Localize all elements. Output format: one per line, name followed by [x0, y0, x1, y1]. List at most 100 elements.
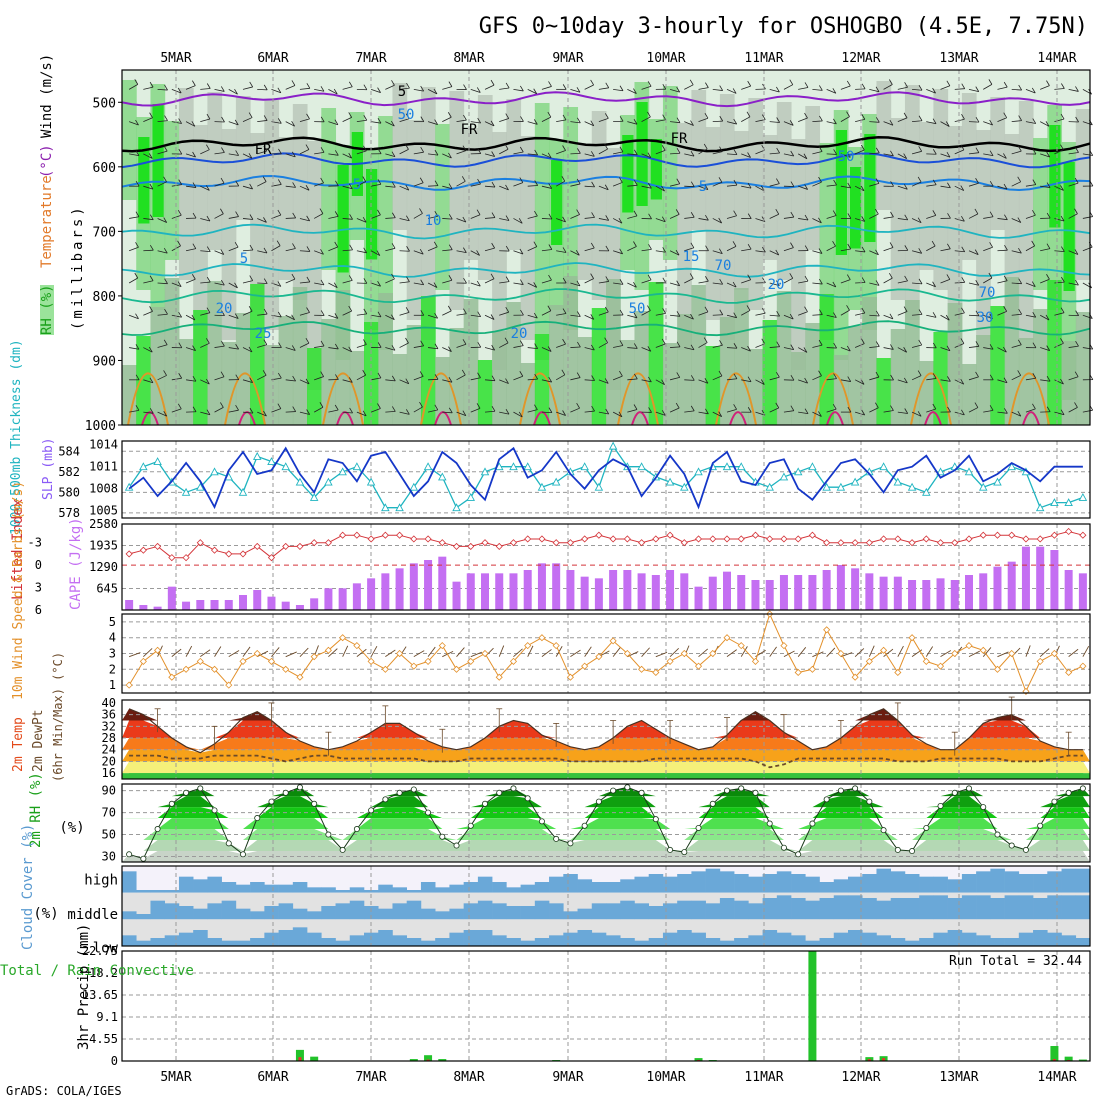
wind-barb-10m: [783, 650, 795, 658]
cloud-bar-high: [207, 876, 222, 893]
wind-barb: [968, 182, 979, 187]
wind-barb: [826, 215, 837, 219]
cloud-bar-low: [904, 940, 920, 946]
wind-barb-flag: [947, 182, 951, 188]
wind-barb-10m: [769, 646, 777, 657]
wind-barb: [712, 181, 723, 187]
wind-barb-flag: [561, 369, 566, 376]
wind-barb: [257, 344, 267, 348]
wind-barb: [285, 347, 296, 351]
cloud-bar-low: [776, 932, 792, 946]
cape-bar: [452, 581, 461, 610]
precip-ytick: 13.65: [82, 988, 118, 1002]
cape-bar: [509, 573, 518, 610]
cloud-bar-high: [819, 882, 835, 893]
cloud-frame: [121, 865, 1091, 947]
wind-barb-flag: [647, 305, 651, 311]
wind-barb-flag: [348, 112, 353, 118]
thickness-point: [922, 487, 931, 496]
wind-barb-flag: [604, 306, 609, 313]
cloud-bar-middle: [776, 895, 792, 920]
wind-barb: [171, 314, 182, 318]
wind-barb: [186, 379, 197, 382]
wind-barb-flag: [148, 153, 153, 159]
thickness-point: [1035, 503, 1045, 512]
cloud-bar-low: [833, 932, 849, 946]
wind-barb-flag: [221, 340, 225, 347]
contour-label: 50: [838, 149, 855, 165]
wind-barb: [968, 250, 979, 256]
wind-barb-flag: [690, 313, 694, 320]
contour-label: 30: [977, 310, 994, 326]
cloud-bar-high: [492, 882, 507, 893]
wind-barb: [826, 314, 837, 318]
wind-barb: [299, 149, 310, 155]
wind-barb-flag: [348, 275, 353, 281]
wind-barb-flag: [349, 407, 353, 414]
wind-barb-flag: [164, 278, 168, 284]
lifted-point: [1079, 531, 1087, 539]
rh-shade-column: [719, 94, 735, 340]
wind-barb-10m: [214, 646, 222, 657]
wind-barb-flag: [989, 344, 994, 350]
wind-barb-flag: [263, 145, 268, 152]
wind-barb: [513, 411, 523, 418]
wind-barb-flag: [1032, 209, 1036, 216]
wind-barb: [342, 86, 353, 90]
wind-barb-flag: [206, 215, 211, 222]
wind-barb: [527, 89, 537, 95]
contour-label: FR: [671, 131, 688, 147]
wind-barb-flag: [875, 249, 879, 256]
cloud-bar-low: [620, 938, 635, 946]
wind-barb: [1082, 314, 1093, 319]
wind-barb: [926, 314, 937, 318]
precip-convective-bar: [426, 1059, 430, 1061]
wind-barb-10m: [200, 649, 211, 658]
wind-barb-flag: [292, 182, 296, 188]
wind-barb-flag: [576, 178, 581, 185]
wind-barb: [912, 88, 923, 91]
wind-barb: [812, 88, 823, 91]
wind-speed-point: [495, 673, 503, 681]
lifted-ytick: -3: [28, 536, 42, 550]
wind-barb: [442, 185, 453, 189]
wind-barb: [1054, 88, 1065, 90]
thickness-point: [252, 451, 262, 460]
cape-bar: [224, 600, 233, 610]
wind-barb: [670, 121, 681, 124]
wind-barb: [556, 218, 566, 223]
precip-ytick: 0: [111, 1054, 118, 1068]
wind-barb-flag: [661, 410, 666, 416]
thickness-point: [338, 467, 347, 476]
thickness-point: [196, 482, 205, 491]
wind-barb-flag: [1046, 274, 1050, 280]
wind-barb: [128, 314, 139, 320]
thickness-ytick: 578: [58, 506, 80, 520]
wind-barb-flag: [946, 80, 951, 86]
wind-barb: [399, 250, 410, 252]
wind-barb-10m: [982, 647, 992, 657]
thickness-point: [1078, 493, 1088, 501]
wind-barb: [541, 347, 552, 352]
cloud-bar-middle: [990, 898, 1005, 920]
rh-low-cell: [492, 331, 507, 425]
wind-barb-flag: [932, 210, 937, 216]
wind-barb-10m: [385, 649, 396, 658]
cloud-bar-low: [876, 935, 892, 946]
wind-barb-flag: [363, 115, 368, 121]
lifted-point: [638, 539, 646, 547]
wind-barb-flag: [220, 177, 225, 184]
wind-barb: [299, 342, 310, 348]
wind-barb-flag: [178, 342, 183, 348]
temperature-contour-30: [1022, 411, 1040, 426]
cape-bar: [836, 565, 845, 610]
wind-barb-flag: [434, 312, 438, 319]
wind-barb: [812, 151, 823, 155]
rh-point: [453, 842, 460, 849]
wind-barb-flag: [447, 305, 452, 312]
wind-barb: [897, 280, 908, 284]
thickness-point: [381, 503, 390, 512]
wind-barb-flag: [619, 279, 624, 285]
wind-barb: [143, 411, 154, 414]
cloud-bar-low: [378, 930, 393, 946]
